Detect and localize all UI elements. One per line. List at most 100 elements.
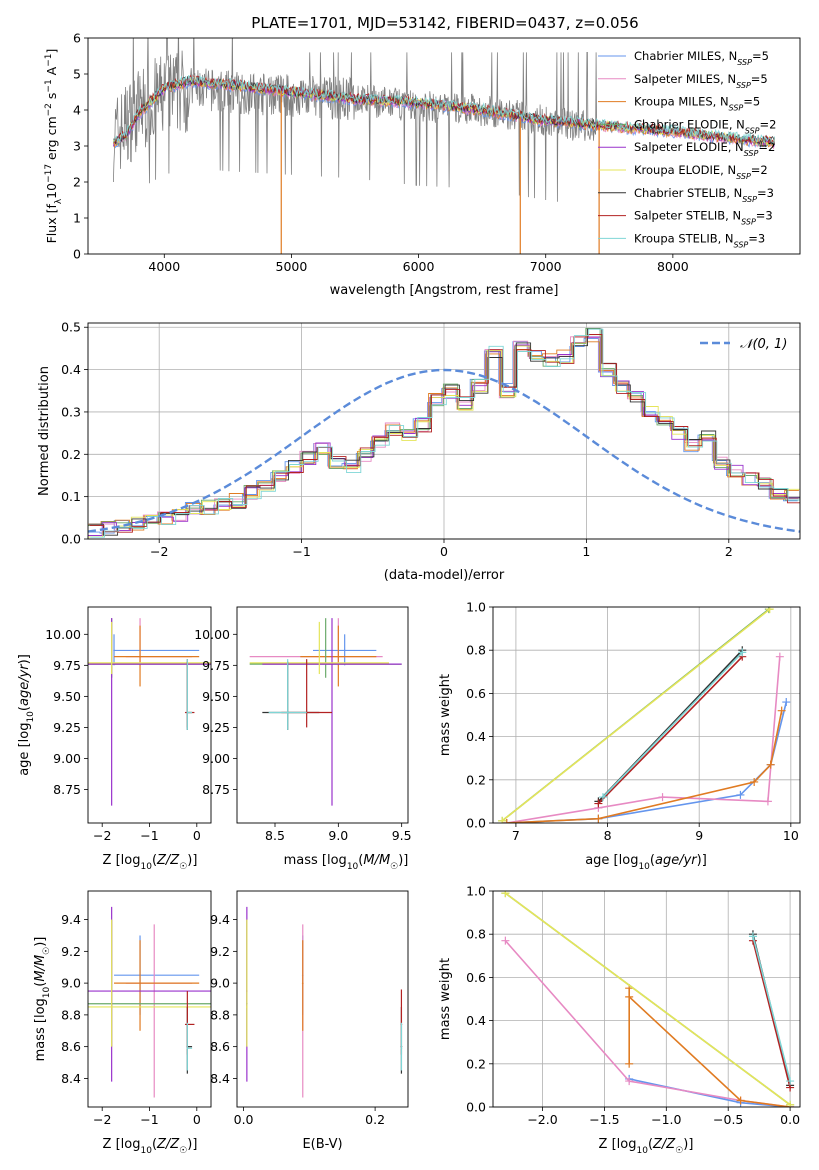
weight-vs-age-marker-2-3 (766, 760, 775, 769)
weight-vs-age-marker-2-0 (502, 819, 511, 823)
y-tick-label-residuals: 0.2 (61, 447, 81, 462)
y-tick-label-spectrum: 2 (73, 175, 81, 190)
y-tick-label-age-vs-Z: 8.75 (53, 782, 81, 797)
y-tick-label-mass-vs-ebv: 8.4 (210, 1071, 230, 1086)
ylabel-part: erg cm (44, 116, 59, 164)
y-tick-label-mass-vs-Z: 8.6 (61, 1039, 81, 1054)
y-tick-label-spectrum: 6 (73, 31, 81, 46)
y-tick-label-weight-vs-Z: 0.8 (466, 927, 486, 942)
y-tick-label-spectrum: 1 (73, 211, 81, 226)
legend-val: =2 (758, 140, 775, 154)
ylabel-part: ] (44, 49, 59, 54)
label-open: ( (152, 1137, 157, 1152)
weight-vs-age-marker-0-2 (736, 790, 745, 799)
weight-vs-Z-data (501, 891, 795, 1107)
y-tick-label-weight-vs-age: 0.0 (466, 816, 486, 831)
weight-vs-age-marker-4-0 (498, 816, 507, 823)
y-tick-label-residuals: 0.5 (61, 320, 81, 335)
x-tick-label-weight-vs-age: 10 (783, 828, 799, 843)
legend-val: =5 (743, 95, 760, 109)
residual-histogram-3 (88, 328, 800, 528)
mass-vs-ebv-frame (236, 890, 409, 1108)
x-tick-label-age-vs-Z: −1 (140, 828, 158, 843)
y-tick-label-weight-vs-Z: 1.0 (466, 884, 486, 899)
weight-vs-age-marker-6-0 (594, 799, 603, 808)
axes-spectrum: 4000 5000 6000 7000 8000 0 1 2 3 4 5 6 (73, 31, 689, 275)
y-tick-label-weight-vs-age: 0.4 (466, 729, 486, 744)
residual-xlabel: (data-model)/error (384, 568, 505, 583)
weight-vs-Z-marker-1-1 (625, 1077, 634, 1086)
label-open: ( (17, 706, 32, 711)
weight-vs-age-marker-2-1 (594, 814, 603, 823)
weight-vs-age-line-1 (506, 656, 781, 823)
weight-vs-age-line-2 (506, 710, 783, 823)
label-num: M/M (363, 853, 390, 868)
mass-vs-Z-point-5 (110, 1006, 113, 1008)
age-vs-Z-xlabel: Z [log10(Z/Z☉)] (103, 853, 198, 872)
legend-text: Kroupa STELIB, N (634, 231, 734, 245)
y-tick-label-weight-vs-Z: 0.4 (466, 1013, 486, 1028)
label-open: ( (648, 1137, 653, 1152)
weight-vs-age-line-4 (501, 608, 771, 822)
figure-title: PLATE=1701, MJD=53142, FIBERID=0437, z=0… (251, 14, 638, 32)
weight-vs-age-marker-0-4 (782, 698, 791, 707)
weight-vs-Z-frame (492, 890, 801, 1108)
y-tick-label-spectrum: 4 (73, 103, 81, 118)
weight-vs-Z-line-7 (752, 940, 791, 1088)
y-tick-label-mass-vs-Z: 9.2 (61, 944, 81, 959)
legend-label-0: Chabrier MILES, NSSP=5 (634, 49, 769, 67)
weight-vs-age-line-6 (597, 656, 743, 805)
legend-sub: SSP (729, 103, 744, 112)
residual-histogram-6 (89, 328, 800, 536)
y-tick-label-age-vs-mass: 9.25 (202, 720, 230, 735)
legend-label-1: Salpeter MILES, NSSP=5 (634, 72, 768, 90)
axes-mass-vs-ebv: 0.0 0.2 8.4 8.6 8.8 9.0 9.2 9.4 (210, 912, 385, 1127)
label-pre: age [log (585, 853, 638, 868)
y-tick-label-weight-vs-Z: 0.6 (466, 970, 486, 985)
weight-vs-Z-marker-3-1 (625, 1059, 634, 1068)
weight-vs-Z-line-2 (628, 996, 791, 1107)
y-tick-label-weight-vs-age: 0.2 (466, 772, 486, 787)
label-open: ( (152, 853, 157, 868)
legend-sub: SSP (742, 194, 757, 203)
y-tick-label-mass-vs-Z: 9.4 (61, 912, 81, 927)
legend-val: =5 (752, 49, 769, 63)
label-pre: Z [log (103, 853, 141, 868)
legend-sub: SSP (737, 58, 752, 67)
y-tick-label-residuals: 0.0 (61, 532, 81, 547)
weight-vs-age-frame (492, 606, 801, 824)
mass-vs-ebv-xlabel: E(B-V) (302, 1137, 342, 1152)
weight-vs-age-marker-4-1 (765, 607, 774, 614)
legend-text: Kroupa MILES, N (634, 95, 729, 109)
x-tick-label-weight-vs-Z: −1.0 (651, 1112, 681, 1127)
mass-vs-Z-data (88, 906, 211, 1098)
label-sub: 10 (140, 862, 152, 872)
legend-val: =3 (748, 231, 765, 245)
age-vs-mass-xlabel: mass [log10(M/M☉)] (284, 853, 409, 872)
ylabel-part: −1 (44, 54, 54, 67)
weight-vs-age-xlabel: age [log10(age/yr)] (585, 853, 707, 872)
x-tick-label-age-vs-mass: 9.5 (392, 828, 412, 843)
label-close: )] (398, 853, 408, 868)
x-tick-label-spectrum: 5000 (276, 259, 308, 274)
legend-text: Chabrier STELIB, N (634, 186, 742, 200)
y-tick-label-residuals: 0.4 (61, 362, 81, 377)
residual-histogram-7 (89, 334, 800, 533)
y-tick-label-age-vs-Z: 9.00 (53, 751, 81, 766)
spectrum-xlabel: wavelength [Angstrom, rest frame] (330, 283, 559, 298)
weight-vs-Z-ylabel: mass weight (438, 958, 453, 1040)
y-tick-label-spectrum: 0 (73, 247, 81, 262)
legend-text: Salpeter STELIB, N (634, 209, 741, 223)
legend-text: Chabrier MILES, N (634, 49, 737, 63)
y-tick-label-spectrum: 3 (73, 139, 81, 154)
y-tick-label-mass-vs-ebv: 9.4 (210, 912, 230, 927)
observed-spectrum (113, 38, 597, 202)
label-close: )] (187, 853, 197, 868)
legend-label-2: Kroupa MILES, NSSP=5 (634, 95, 760, 113)
weight-vs-Z-xlabel: Z [log10(Z/Z☉)] (599, 1137, 694, 1156)
axes-age-vs-mass: 8.5 9.0 9.5 8.75 9.00 9.25 9.50 9.75 10.00 (194, 627, 411, 843)
x-tick-label-residuals: 2 (725, 544, 733, 559)
x-tick-label-age-vs-Z: −2 (93, 828, 111, 843)
x-tick-label-residuals: 0 (440, 544, 448, 559)
